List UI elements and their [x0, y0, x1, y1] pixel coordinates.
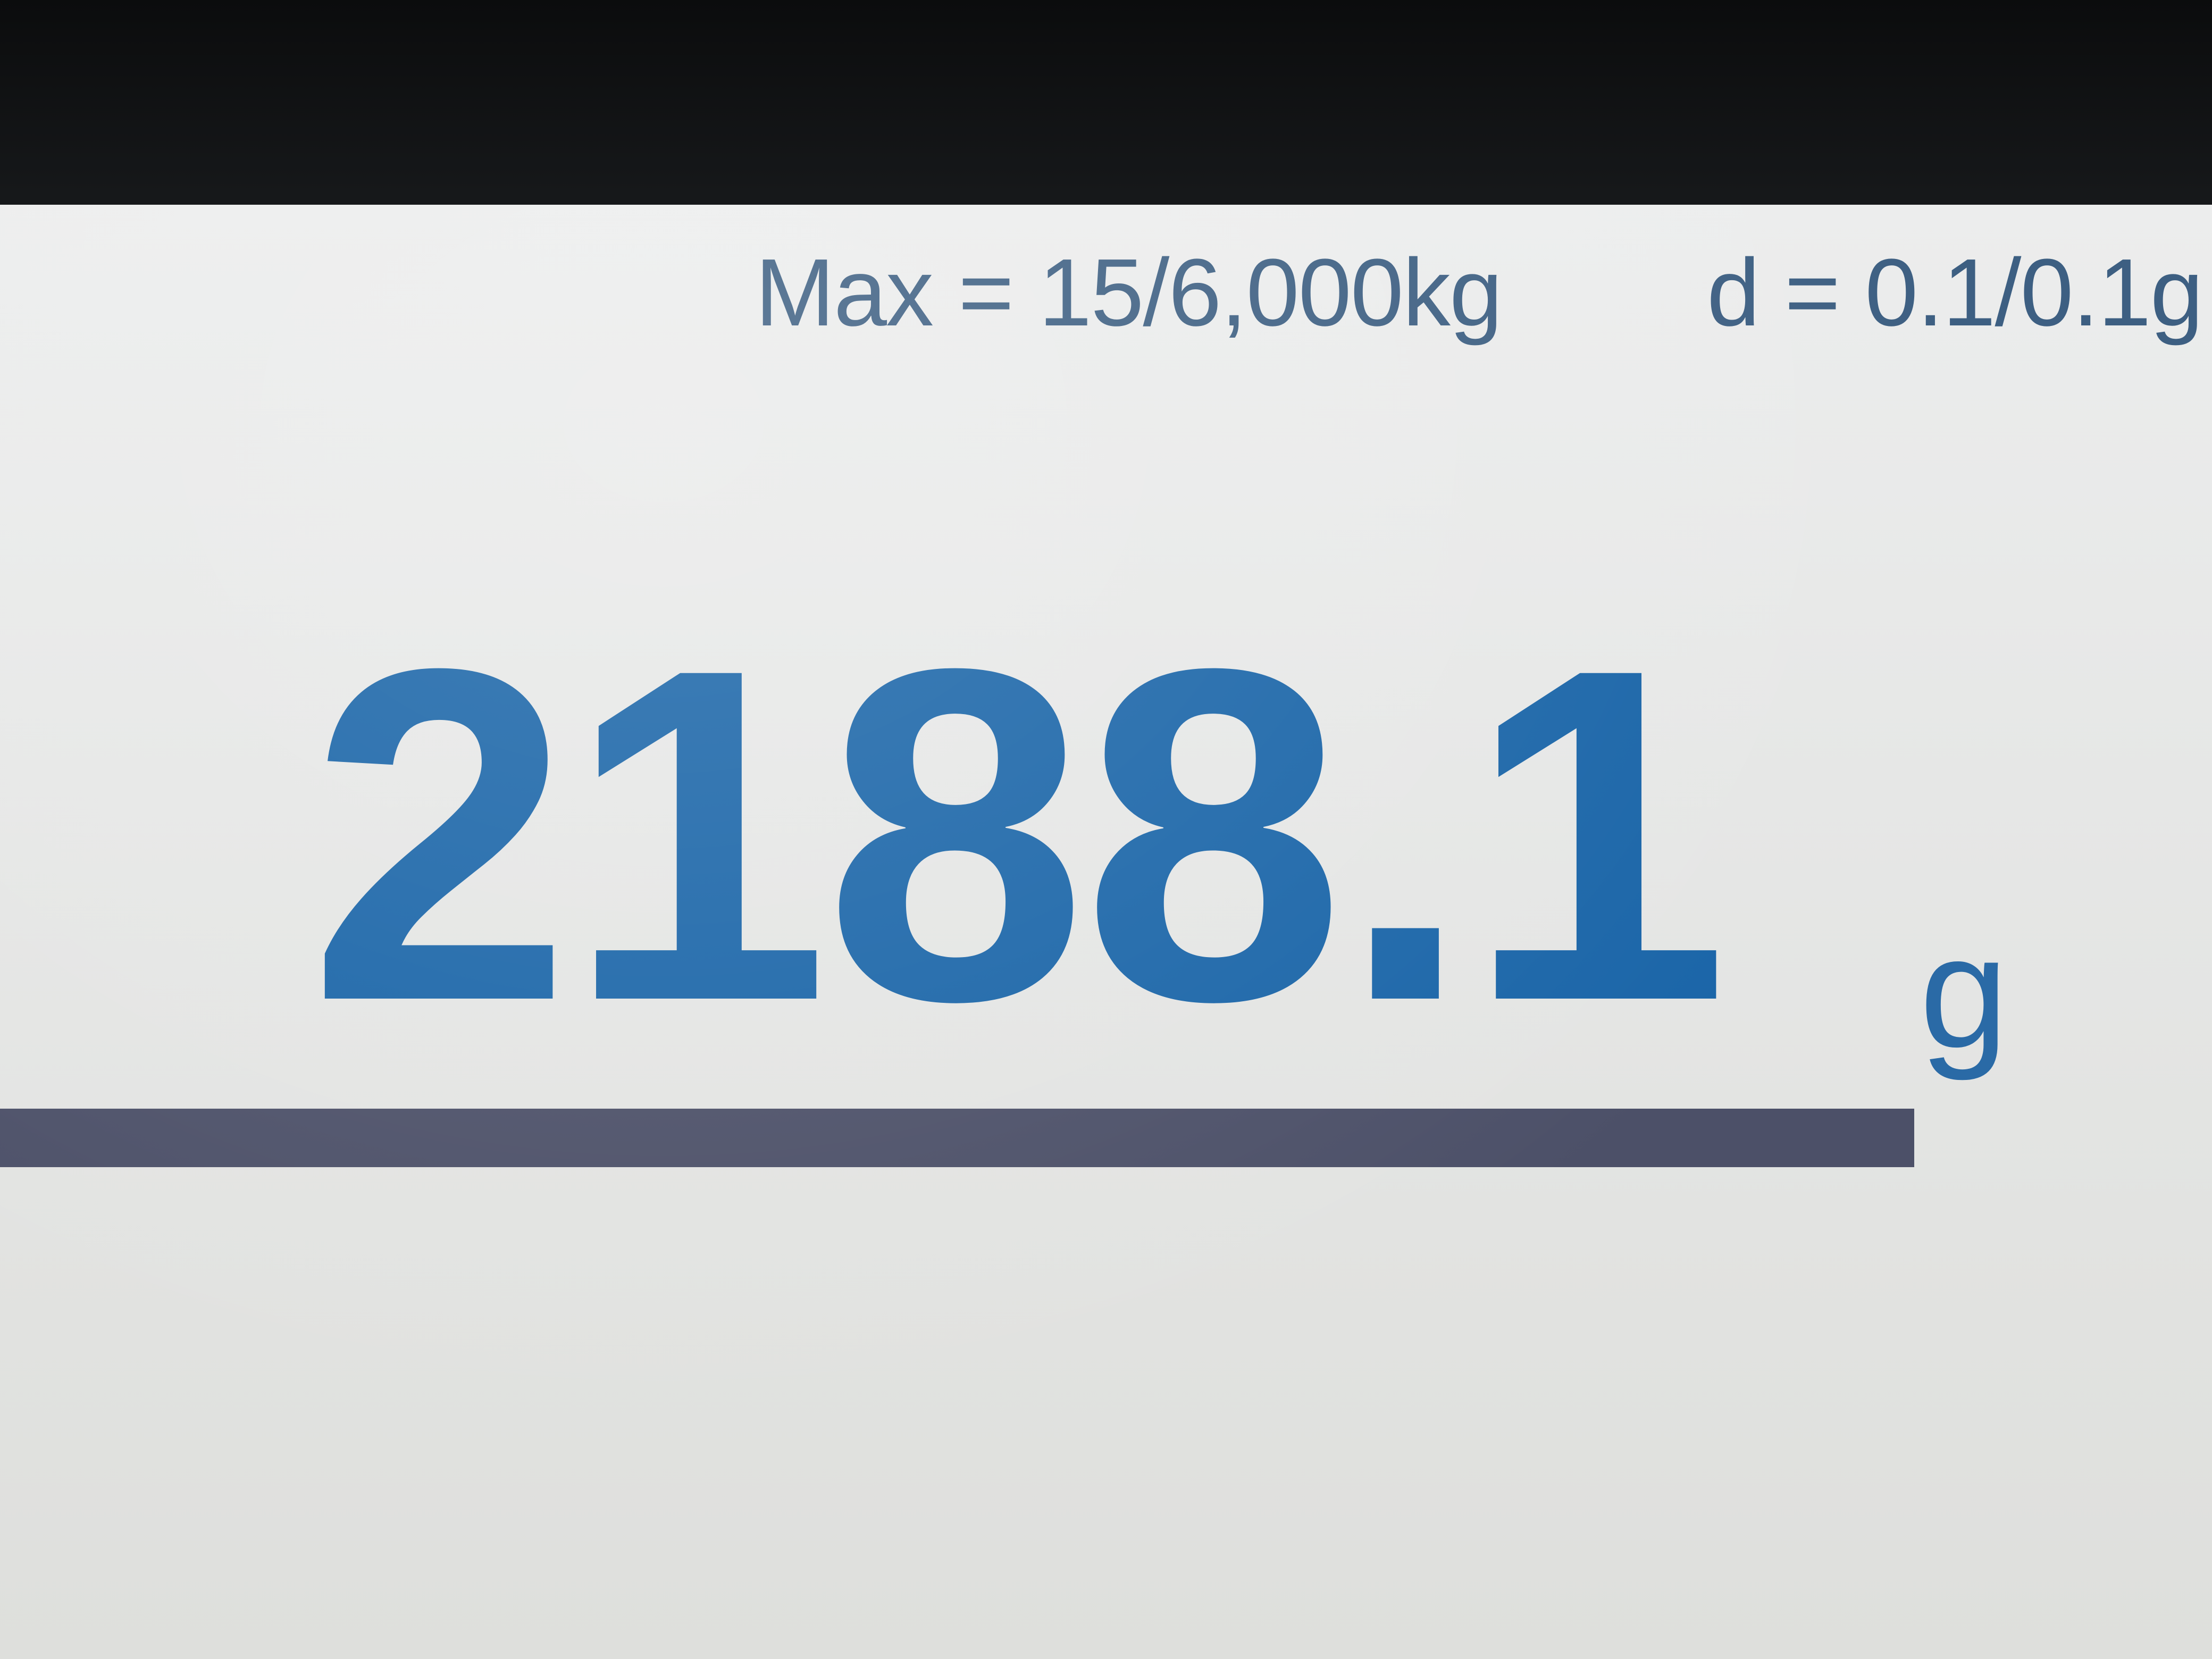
- capacity-spec-line: Max = 15/6,000kg d = 0.1/0.1g: [755, 238, 2212, 355]
- weight-unit: g: [1920, 902, 2008, 1081]
- division-label: d = 0.1/0.1g: [1707, 239, 2203, 346]
- device-bezel: [0, 0, 2212, 213]
- weight-reading: 2188.1: [308, 570, 1729, 1099]
- scale-display-screen: Max = 15/6,000kg d = 0.1/0.1g 2188.1 g: [0, 205, 2212, 1659]
- reading-underline-bar: [0, 1109, 1914, 1167]
- max-capacity-label: Max = 15/6,000kg: [755, 239, 1503, 346]
